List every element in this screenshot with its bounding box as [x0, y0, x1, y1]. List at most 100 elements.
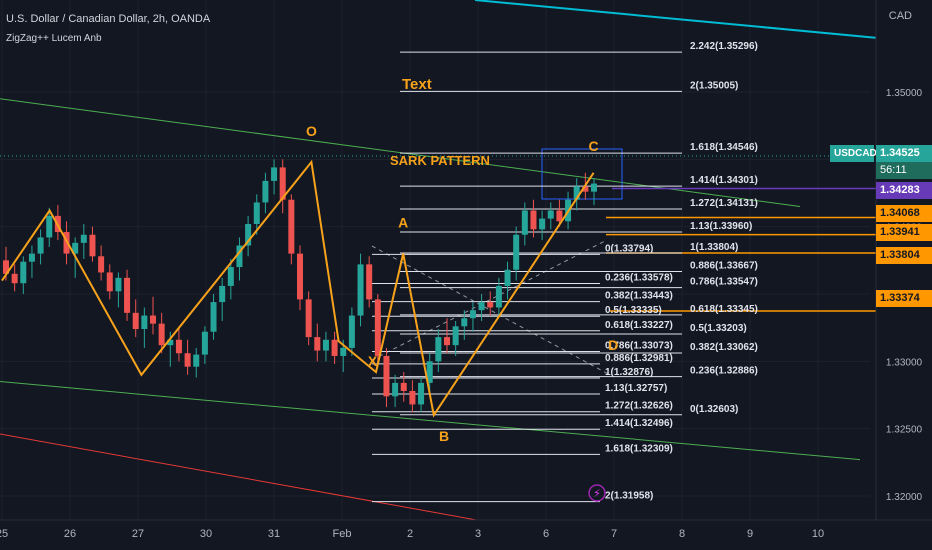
candle-body	[201, 331, 208, 355]
candle-body	[227, 267, 234, 286]
candle-body	[297, 253, 303, 300]
fib-label: 1.618(1.32309)	[605, 443, 673, 454]
pattern-point-label: X	[368, 353, 378, 369]
harmonic-leg	[375, 253, 435, 416]
fib-label: 1.414(1.32496)	[605, 418, 673, 429]
fib-label: 2(1.35005)	[690, 80, 738, 91]
candle-body	[279, 167, 286, 200]
candle-body	[106, 272, 113, 292]
candles	[3, 159, 597, 413]
fib-label: 1.414(1.34301)	[690, 175, 758, 186]
fib-label: 0.236(1.32886)	[690, 366, 758, 377]
candle-body	[547, 210, 554, 219]
pattern-point-label: O	[306, 123, 317, 139]
candle-body	[80, 234, 87, 243]
alert-price[interactable]: 1.33941	[876, 224, 932, 241]
pattern-point-label: D	[608, 337, 618, 353]
candle-body	[193, 354, 200, 367]
pattern-point-label: A	[398, 215, 408, 231]
fib-label: 1.272(1.32626)	[605, 401, 673, 412]
pattern-point-label: C	[589, 138, 599, 154]
time-tick-label: 25	[0, 528, 8, 540]
fib-label: 0.382(1.33443)	[605, 291, 673, 302]
pattern-labels: O X A B C D Text SARK PATTERN ⚡	[306, 76, 618, 502]
candle-body	[322, 339, 329, 351]
indicator-name[interactable]: ZigZag++ Lucem Anb	[6, 33, 102, 44]
time-tick-label: 6	[543, 528, 549, 540]
candle-body	[28, 253, 35, 262]
fib-label: 1(1.32876)	[605, 367, 653, 378]
candle-body	[314, 337, 321, 351]
candle-body	[253, 202, 260, 224]
candle-body	[348, 315, 355, 348]
candle-body	[504, 269, 511, 286]
candle-body	[141, 315, 148, 330]
candle-body	[573, 186, 580, 200]
channel-lower-line	[0, 381, 861, 461]
candle-body	[124, 277, 131, 313]
selection-box	[541, 148, 623, 200]
fib-label: 0.786(1.33547)	[690, 277, 758, 288]
alert-price[interactable]: 1.33374	[876, 290, 932, 307]
candle-body	[521, 210, 528, 235]
candle-body	[158, 323, 165, 346]
fib-label: 0.5(1.33335)	[605, 305, 662, 316]
dashed-projection	[371, 245, 611, 376]
candle-body	[366, 264, 373, 300]
candle-body	[556, 210, 563, 222]
candle-body	[591, 183, 597, 192]
chart-grid	[0, 0, 870, 520]
candle-body	[132, 312, 139, 330]
candle-body	[409, 390, 416, 405]
fibonacci-levels: 2.242(1.35296) 2(1.35005) 1.618(1.34546) 1.…	[372, 41, 758, 533]
cyan-trend-line	[474, 0, 879, 39]
fib-label: 0.382(1.33062)	[690, 342, 758, 353]
fib-label: 0(1.33794)	[605, 243, 653, 254]
alert-price[interactable]: 1.34068	[876, 205, 932, 222]
candle-body	[392, 382, 399, 397]
candle-body	[3, 260, 9, 274]
candle-body	[210, 302, 217, 332]
candle-body	[20, 261, 27, 284]
marker-price: 1.34283	[876, 182, 932, 199]
fib-label: 0.786(1.33073)	[605, 341, 673, 352]
candle-body	[11, 273, 18, 284]
candle-body	[487, 302, 494, 308]
fib-label: 0.886(1.33667)	[690, 261, 758, 272]
fib-label: 2.242(1.35296)	[690, 41, 758, 52]
candle-body	[236, 245, 243, 268]
candle-body	[539, 218, 546, 230]
annotation-text: SARK PATTERN	[390, 153, 490, 168]
candle-body	[175, 339, 182, 354]
annotation-text: Text	[402, 76, 432, 93]
candle-body	[582, 186, 589, 192]
candle-body	[288, 199, 295, 254]
time-tick-label: 3	[475, 528, 481, 540]
time-axis-bg	[0, 520, 932, 550]
candle-body	[245, 223, 252, 246]
fib-label: 1.13(1.33960)	[690, 221, 752, 232]
candle-body	[357, 264, 364, 316]
candle-body	[435, 337, 442, 362]
pattern-point-label: B	[439, 428, 449, 444]
fib-label: 0.886(1.32981)	[605, 353, 673, 364]
candle-body	[444, 337, 450, 346]
countdown: 56:11	[876, 162, 932, 179]
alert-price[interactable]: 1.33804	[876, 247, 932, 264]
candle-body	[46, 215, 53, 238]
fib-label: 0.5(1.33203)	[690, 323, 747, 334]
candle-body	[374, 299, 381, 356]
candle-body	[426, 361, 433, 383]
candle-body	[219, 285, 226, 303]
candle-body	[167, 339, 174, 346]
chart-title[interactable]: U.S. Dollar / Canadian Dollar, 2h, OANDA	[6, 13, 211, 25]
time-axis[interactable]: 25 26 27 30 31 Feb 2 3 6 7 8 9 10	[0, 519, 932, 550]
candle-body	[89, 234, 96, 257]
fib-label: 2(1.31958)	[605, 491, 653, 502]
candle-body	[383, 355, 390, 397]
candle-body	[461, 318, 468, 327]
time-tick-label: 8	[679, 528, 685, 540]
lightning-icon	[588, 484, 606, 502]
candle-body	[115, 277, 122, 292]
